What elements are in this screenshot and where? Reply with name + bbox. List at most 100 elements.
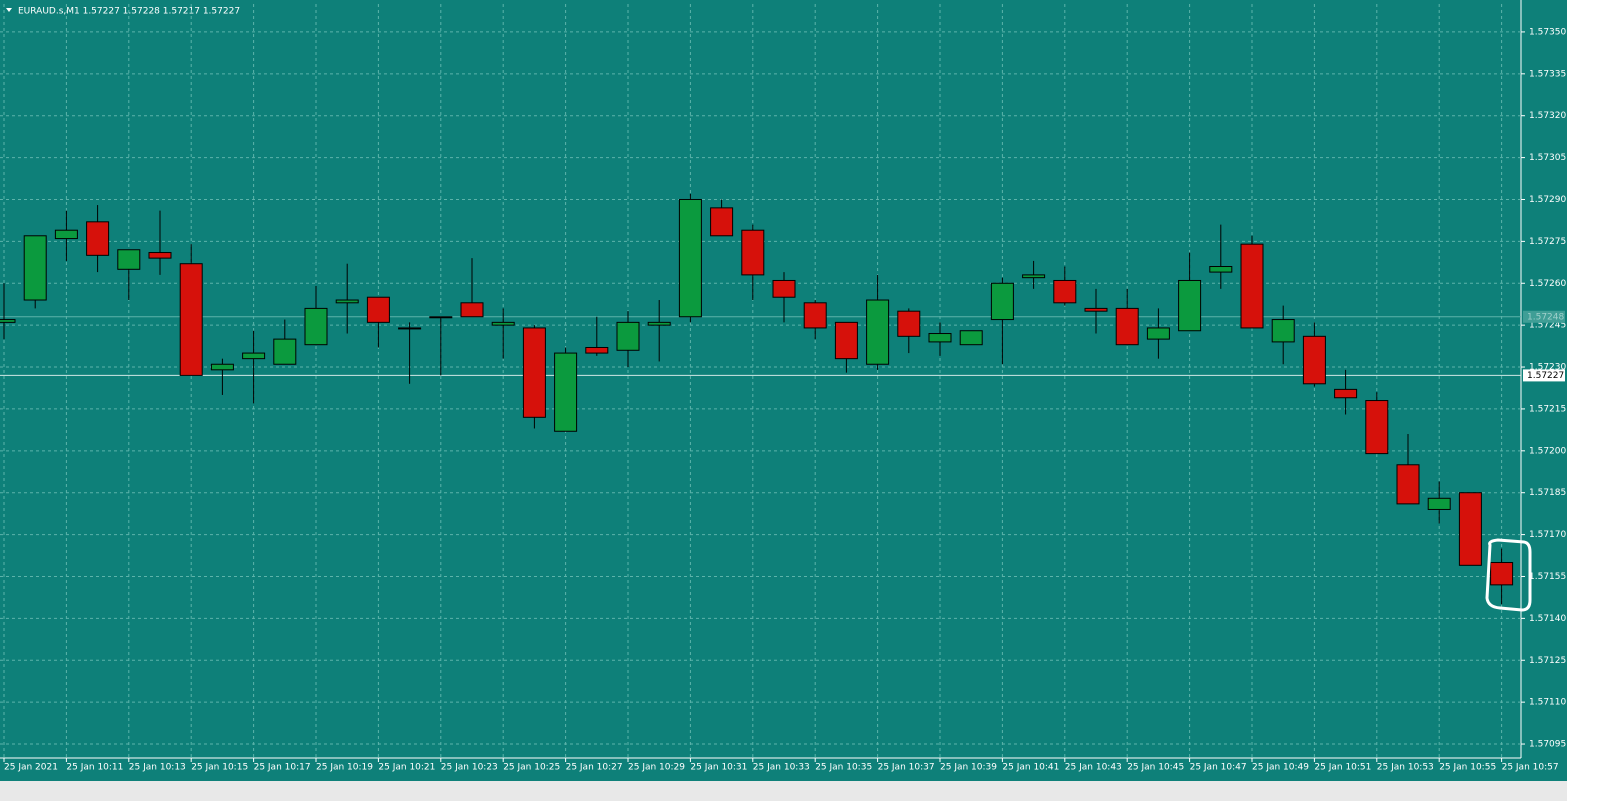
candle-body <box>54 229 78 240</box>
candle-body <box>772 279 796 298</box>
candle-body <box>117 249 141 270</box>
candle-body <box>1053 279 1077 304</box>
candle-body <box>460 302 484 318</box>
candle-body <box>242 352 266 360</box>
y-tick-label: 1.57125 <box>1529 656 1566 666</box>
candle-body <box>710 207 734 237</box>
candle-body <box>1115 307 1139 346</box>
x-tick-label: 25 Jan 10:49 <box>1252 763 1309 773</box>
price-label-box <box>1523 369 1565 382</box>
y-tick-label: 1.57275 <box>1529 237 1566 247</box>
candle-body <box>1146 327 1170 340</box>
x-tick-label: 25 Jan 10:47 <box>1190 763 1247 773</box>
x-tick-label: 25 Jan 10:25 <box>503 763 560 773</box>
candle-body <box>304 307 328 346</box>
y-tick-label: 1.57155 <box>1529 572 1566 582</box>
x-tick-label: 25 Jan 10:41 <box>1002 763 1059 773</box>
candle-body <box>1427 497 1451 510</box>
candle-body <box>866 299 890 365</box>
x-tick-label: 25 Jan 10:37 <box>878 763 935 773</box>
candle-body <box>897 310 921 337</box>
candle-body <box>647 321 671 326</box>
y-tick-label: 1.57245 <box>1529 321 1566 331</box>
candle-body <box>86 221 110 256</box>
x-tick-label: 25 Jan 10:19 <box>316 763 373 773</box>
x-tick-label: 25 Jan 10:39 <box>940 763 997 773</box>
candle-body <box>273 338 297 365</box>
candle-body <box>990 282 1014 321</box>
x-tick-label: 25 Jan 10:15 <box>191 763 248 773</box>
y-tick-label: 1.57260 <box>1529 279 1566 289</box>
candle-body <box>741 229 765 276</box>
candle-body <box>554 352 578 432</box>
x-tick-label: 25 Jan 10:57 <box>1502 763 1559 773</box>
x-tick-label: 25 Jan 10:29 <box>628 763 685 773</box>
candle-body <box>928 333 952 343</box>
x-tick-label: 25 Jan 10:17 <box>254 763 311 773</box>
candle-body <box>1271 319 1295 343</box>
y-tick-label: 1.57230 <box>1529 363 1566 373</box>
y-tick-label: 1.57170 <box>1529 530 1566 540</box>
x-tick-label: 25 Jan 10:13 <box>129 763 186 773</box>
candle-body <box>585 346 609 354</box>
candle-body <box>23 235 47 301</box>
candle-body <box>522 327 546 418</box>
price-label-box <box>1523 310 1565 323</box>
candle-body <box>491 321 515 326</box>
y-tick-label: 1.57215 <box>1529 404 1566 414</box>
candle-body <box>1240 243 1264 329</box>
x-tick-label: 25 Jan 10:53 <box>1377 763 1434 773</box>
highlight-circle <box>1485 538 1532 612</box>
candle-body <box>1396 464 1420 505</box>
candle-body <box>0 319 16 323</box>
candle-body <box>148 252 172 259</box>
x-tick-label: 25 Jan 10:23 <box>441 763 498 773</box>
y-tick-label: 1.57185 <box>1529 488 1566 498</box>
candle-body <box>1084 307 1108 312</box>
x-tick-label: 25 Jan 10:11 <box>66 763 123 773</box>
candle-body <box>429 316 453 319</box>
y-tick-label: 1.57140 <box>1529 614 1566 624</box>
x-tick-label: 25 Jan 2021 <box>4 763 58 773</box>
price-label: 1.57248 <box>1527 312 1564 322</box>
x-tick-label: 25 Jan 10:21 <box>378 763 435 773</box>
status-strip <box>0 781 1567 801</box>
candle-body <box>179 263 203 376</box>
y-tick-label: 1.57110 <box>1529 698 1566 708</box>
x-tick-label: 25 Jan 10:51 <box>1314 763 1371 773</box>
candle-body <box>1334 388 1358 399</box>
candle-body <box>1458 492 1482 566</box>
candle-body <box>1022 274 1046 279</box>
candle-body <box>335 299 359 304</box>
price-label: 1.57227 <box>1527 371 1564 381</box>
candle-body <box>398 327 422 330</box>
y-tick-label: 1.57350 <box>1529 27 1566 37</box>
candle-body <box>210 363 234 371</box>
candle-body <box>803 302 827 329</box>
candle-body <box>1209 266 1233 273</box>
y-tick-label: 1.57320 <box>1529 111 1566 121</box>
candle-body <box>834 321 858 360</box>
y-tick-label: 1.57290 <box>1529 195 1566 205</box>
y-tick-label: 1.57200 <box>1529 446 1566 456</box>
x-tick-label: 25 Jan 10:33 <box>753 763 810 773</box>
candle-body <box>1178 279 1202 332</box>
y-tick-label: 1.57305 <box>1529 153 1566 163</box>
candle-body <box>1365 400 1389 455</box>
x-tick-label: 25 Jan 10:55 <box>1439 763 1496 773</box>
candle-body <box>1302 335 1326 385</box>
y-tick-label: 1.57335 <box>1529 69 1566 79</box>
candle-body <box>1490 562 1514 586</box>
chart-background <box>0 0 1567 781</box>
candle-body <box>616 321 640 351</box>
x-tick-label: 25 Jan 10:31 <box>690 763 747 773</box>
y-tick-label: 1.57095 <box>1529 740 1566 750</box>
x-tick-label: 25 Jan 10:45 <box>1127 763 1184 773</box>
candle-body <box>366 296 390 323</box>
x-tick-label: 25 Jan 10:43 <box>1065 763 1122 773</box>
chart: EURAUD.s,M1 1.57227 1.57228 1.57217 1.57… <box>0 0 1567 801</box>
candle-body <box>678 198 702 318</box>
header-arrow <box>6 8 12 12</box>
x-tick-label: 25 Jan 10:35 <box>815 763 872 773</box>
